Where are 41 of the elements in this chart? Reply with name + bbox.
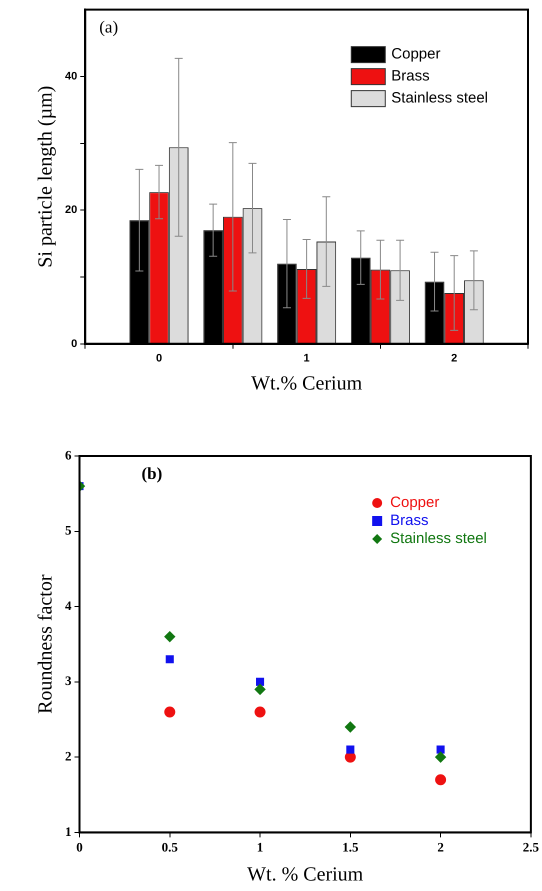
legend-label: Stainless steel [390, 530, 487, 548]
x-tick-label: 0 [156, 352, 162, 364]
y-tick-label: 4 [65, 598, 72, 613]
x-tick-label: 2 [451, 352, 458, 364]
legend-label: Copper [391, 46, 440, 63]
y-tick-label: 1 [65, 824, 72, 839]
legend-label: Stainless steel [391, 90, 488, 107]
point [254, 684, 266, 695]
point [346, 746, 354, 754]
x-tick-label: 0.5 [162, 840, 178, 855]
point [435, 752, 446, 763]
y-tick-label: 6 [65, 447, 72, 462]
x-tick-label: 1 [304, 352, 310, 364]
y-tick-label: 40 [64, 70, 78, 82]
y-axis-title: Si particle length (µm) [34, 86, 56, 268]
y-axis-title: Roundness factor [34, 574, 56, 714]
annotation: (a) [99, 18, 118, 37]
point [164, 631, 176, 642]
point [166, 655, 174, 664]
annotation: (b) [142, 464, 162, 483]
point [344, 752, 356, 763]
y-tick-label: 20 [64, 204, 78, 216]
legend-label: Brass [391, 68, 430, 85]
point [254, 706, 266, 718]
point [436, 746, 445, 754]
x-axis-title: Wt. % Cerium [247, 863, 364, 886]
y-tick-label: 5 [65, 522, 72, 538]
point [164, 706, 176, 718]
x-tick-label: 2.5 [522, 840, 540, 855]
y-tick-label: 0 [71, 338, 78, 350]
y-tick-label: 3 [65, 673, 72, 688]
y-tick-label: 2 [65, 748, 72, 764]
x-tick-label: 1 [256, 840, 264, 855]
x-axis-title: Wt.% Cerium [251, 372, 363, 394]
legend-label: Brass [390, 512, 428, 530]
x-tick-label: 1.5 [342, 840, 359, 855]
point [344, 722, 356, 733]
x-tick-label: 2 [437, 840, 444, 855]
point [256, 678, 264, 686]
legend-label: Copper [390, 494, 440, 512]
point [435, 774, 446, 786]
